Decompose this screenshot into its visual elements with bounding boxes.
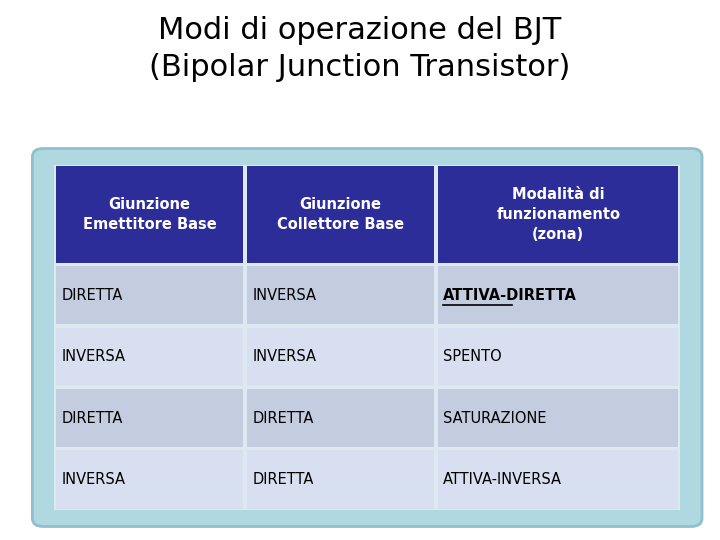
Text: DIRETTA: DIRETTA <box>61 288 122 303</box>
Text: SPENTO: SPENTO <box>444 349 502 364</box>
Text: ATTIVA-DIRETTA: ATTIVA-DIRETTA <box>444 288 577 303</box>
Text: Modi di operazione del BJT
(Bipolar Junction Transistor): Modi di operazione del BJT (Bipolar Junc… <box>149 16 571 82</box>
Text: INVERSA: INVERSA <box>252 288 316 303</box>
Text: Giunzione
Emettitore Base: Giunzione Emettitore Base <box>83 197 217 232</box>
Text: DIRETTA: DIRETTA <box>252 410 314 426</box>
Text: Giunzione
Collettore Base: Giunzione Collettore Base <box>277 197 404 232</box>
Text: INVERSA: INVERSA <box>252 349 316 364</box>
Text: INVERSA: INVERSA <box>61 349 125 364</box>
Text: Modalità di
funzionamento
(zona): Modalità di funzionamento (zona) <box>496 187 620 242</box>
Text: ATTIVA-INVERSA: ATTIVA-INVERSA <box>444 472 562 487</box>
Text: DIRETTA: DIRETTA <box>61 410 122 426</box>
Text: SATURAZIONE: SATURAZIONE <box>444 410 546 426</box>
Text: DIRETTA: DIRETTA <box>252 472 314 487</box>
Text: INVERSA: INVERSA <box>61 472 125 487</box>
